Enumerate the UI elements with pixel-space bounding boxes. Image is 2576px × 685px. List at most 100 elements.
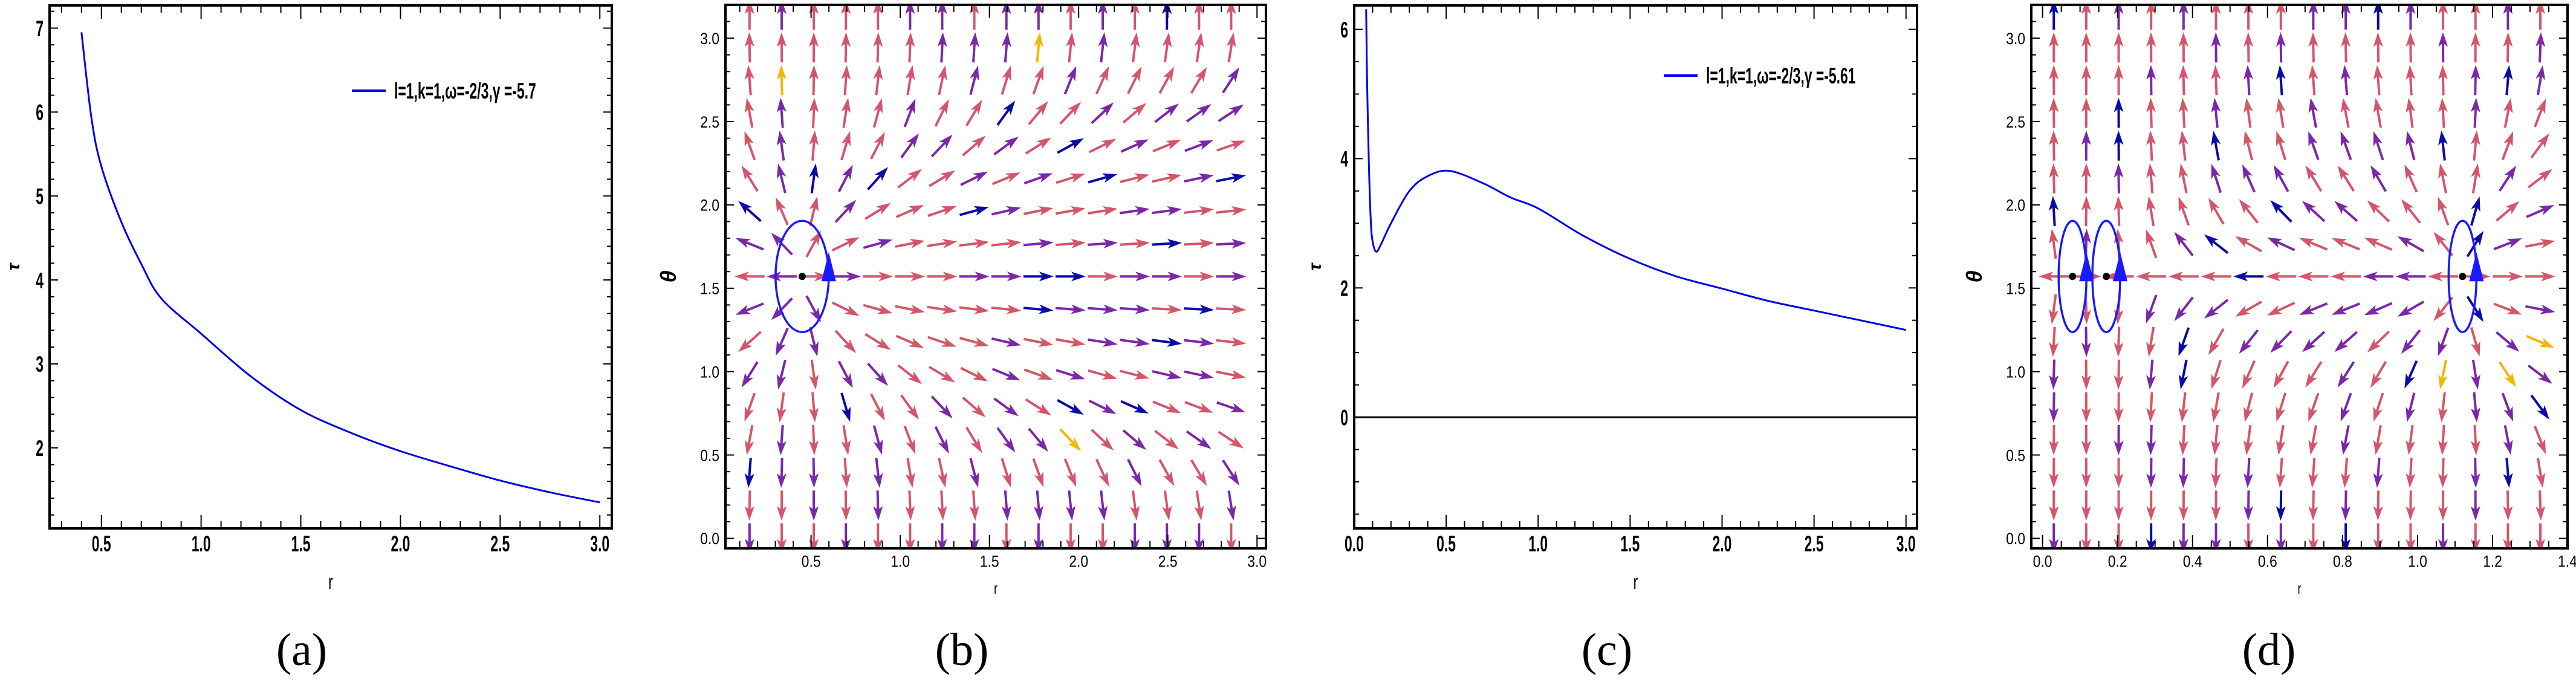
- vector-arrow: [2438, 523, 2448, 548]
- vector-arrow: [1032, 458, 1044, 487]
- arrowhead-icon: [2341, 65, 2351, 80]
- vector-arrow: [2503, 5, 2513, 30]
- y-tick-label: 6: [36, 100, 44, 125]
- arrow-shaft: [1216, 339, 1239, 344]
- arrowhead-icon: [1131, 67, 1142, 82]
- arrowhead-icon: [1231, 206, 1247, 216]
- vector-arrow: [2174, 296, 2194, 322]
- x-axis-label: r: [994, 580, 998, 597]
- critical-point: [2069, 273, 2077, 281]
- vector-arrow: [1059, 102, 1082, 125]
- arrowhead-icon: [1102, 337, 1118, 347]
- vector-arrow: [2049, 490, 2059, 521]
- arrow-shaft: [930, 395, 949, 414]
- arrow-shaft: [1091, 429, 1109, 447]
- vector-arrow: [1184, 140, 1213, 152]
- vector-arrow: [930, 395, 953, 419]
- arrowhead-icon: [909, 204, 924, 215]
- arrow-shaft: [745, 392, 756, 415]
- x-tick-label-wrap: 1.0: [891, 553, 910, 571]
- arrowhead-icon: [1067, 437, 1082, 452]
- arrowhead-icon: [2334, 339, 2349, 352]
- arrowhead-icon: [938, 99, 949, 115]
- arrowhead-icon: [2367, 200, 2381, 215]
- arrow-shaft: [2474, 72, 2477, 96]
- arrow-shaft: [2503, 425, 2511, 449]
- arrowhead-icon: [1002, 100, 1016, 115]
- vector-arrow: [1120, 139, 1149, 153]
- vector-arrow: [2276, 490, 2286, 521]
- vector-arrow: [2211, 424, 2221, 455]
- vector-arrow: [959, 206, 989, 216]
- arrowhead-icon: [873, 473, 883, 488]
- arrow-shaft: [972, 39, 976, 63]
- vector-arrow: [2114, 392, 2124, 423]
- arrow-shaft: [1001, 458, 1010, 481]
- arrowhead-icon: [2211, 440, 2221, 455]
- x-tick-label: 0.6: [2258, 553, 2277, 571]
- vector-arrow: [1152, 239, 1183, 249]
- vector-arrow: [1063, 66, 1077, 95]
- arrowhead-icon: [1002, 472, 1011, 488]
- arrowhead-icon: [841, 5, 851, 15]
- vector-arrow: [2363, 271, 2393, 282]
- vector-arrow: [2267, 302, 2295, 316]
- arrowhead-icon: [2146, 374, 2156, 390]
- arrow-shaft: [2214, 458, 2218, 481]
- vector-arrow: [2302, 201, 2326, 222]
- arrow-shaft: [2374, 392, 2384, 415]
- arrowhead-icon: [2373, 473, 2383, 489]
- vector-arrow: [962, 135, 986, 157]
- vector-arrow: [2373, 32, 2383, 63]
- panel-caption-wrap: (a): [276, 625, 327, 675]
- arrowhead-icon: [1038, 206, 1054, 216]
- vector-arrow: [1152, 206, 1183, 216]
- arrowhead-icon: [937, 539, 947, 548]
- vector-arrow: [2146, 523, 2156, 548]
- arrow-shaft: [1127, 72, 1140, 94]
- y-tick-label: 2.5: [2006, 113, 2025, 131]
- arrowhead-icon: [2470, 539, 2480, 548]
- vector-arrow: [2146, 229, 2158, 259]
- arrowhead-icon: [1067, 102, 1082, 116]
- y-tick-label-wrap: 0: [1340, 405, 1348, 430]
- arrow-shaft: [1152, 242, 1175, 246]
- vector-arrow: [1066, 32, 1075, 63]
- arrowhead-icon: [2273, 164, 2285, 180]
- arrowhead-icon: [1103, 304, 1118, 314]
- vector-arrow: [937, 65, 947, 96]
- arrowhead-icon: [2276, 440, 2286, 455]
- vector-arrow: [962, 397, 986, 418]
- vector-arrow: [2397, 300, 2425, 317]
- arrowhead-icon: [2334, 201, 2349, 215]
- vector-arrow: [991, 337, 1022, 347]
- arrow-shaft: [2247, 458, 2251, 481]
- vector-arrow: [873, 65, 883, 96]
- arrowhead-icon: [2373, 32, 2383, 47]
- arrowhead-icon: [2341, 97, 2351, 114]
- arrow-shaft: [840, 392, 849, 415]
- arrowhead-icon: [1006, 304, 1022, 314]
- arrowhead-icon: [1069, 173, 1085, 183]
- y-tick-label: 1.5: [2006, 280, 2025, 298]
- vector-arrow: [2208, 328, 2225, 355]
- arrowhead-icon: [809, 230, 822, 246]
- arrowhead-icon: [738, 201, 753, 215]
- arrow-shaft: [2505, 72, 2510, 96]
- vector-arrow: [776, 490, 787, 521]
- arrow-shaft: [831, 239, 854, 252]
- arrowhead-icon: [2438, 97, 2448, 113]
- vector-arrow: [2305, 361, 2323, 388]
- arrow-shaft: [1152, 339, 1175, 345]
- arrow-shaft: [2182, 105, 2186, 128]
- vector-arrow: [776, 458, 787, 489]
- x-tick-label: 1.0: [891, 553, 910, 571]
- vector-arrow: [2438, 5, 2448, 30]
- x-tick-label-wrap: 2.5: [490, 531, 510, 556]
- arrowhead-icon: [1034, 65, 1044, 82]
- vector-arrow: [2406, 131, 2416, 161]
- vector-arrow: [2341, 458, 2351, 489]
- arrowhead-icon: [1230, 173, 1246, 183]
- arrow-shaft: [2051, 294, 2057, 317]
- vector-arrow: [2276, 5, 2286, 30]
